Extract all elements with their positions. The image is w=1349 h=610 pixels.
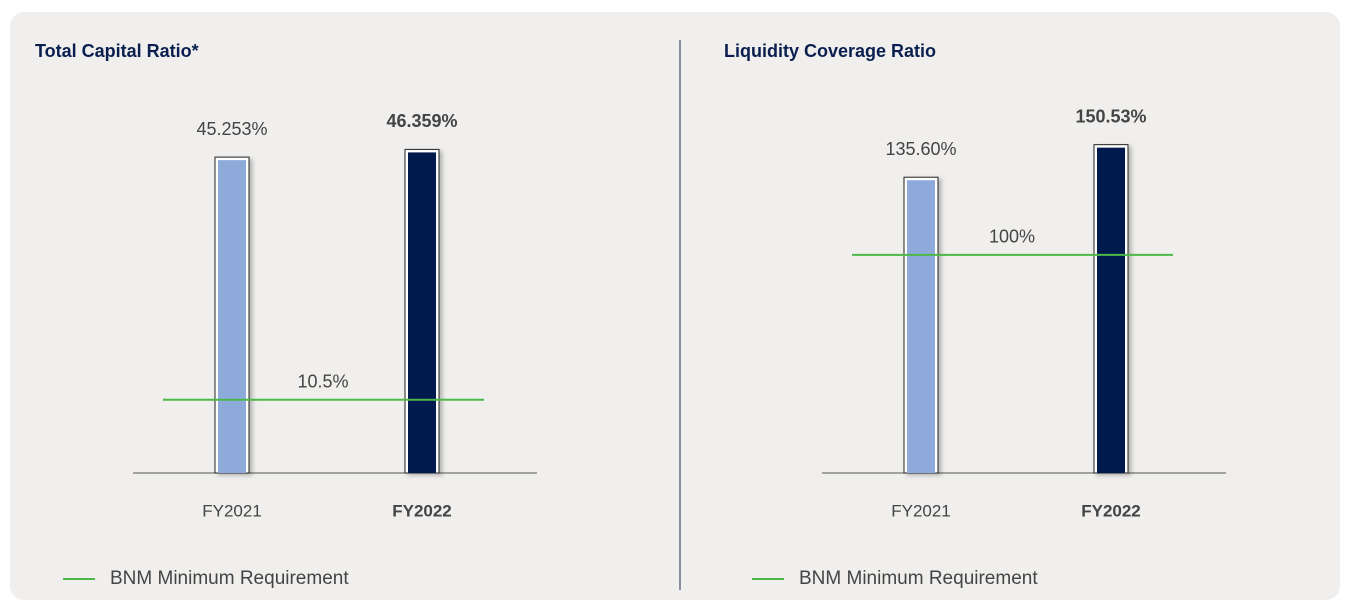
x-tick-label: FY2022 <box>1081 501 1141 520</box>
chart-title: Liquidity Coverage Ratio <box>724 41 936 61</box>
reference-label: 100% <box>989 227 1035 247</box>
reference-label: 10.5% <box>297 371 348 391</box>
x-tick-label: FY2021 <box>891 501 951 520</box>
chart-title: Total Capital Ratio* <box>35 41 199 61</box>
value-label: 46.359% <box>386 111 457 131</box>
bar <box>907 180 935 473</box>
legend-label: BNM Minimum Requirement <box>799 568 1038 589</box>
x-tick-label: FY2021 <box>202 501 262 520</box>
x-tick-label: FY2022 <box>392 501 452 520</box>
bar <box>408 152 436 473</box>
card <box>10 12 1340 600</box>
value-label: 135.60% <box>885 139 956 159</box>
value-label: 150.53% <box>1075 106 1146 126</box>
bar <box>1097 147 1125 473</box>
bar <box>218 160 246 473</box>
legend-label: BNM Minimum Requirement <box>110 568 349 589</box>
value-label: 45.253% <box>196 119 267 139</box>
